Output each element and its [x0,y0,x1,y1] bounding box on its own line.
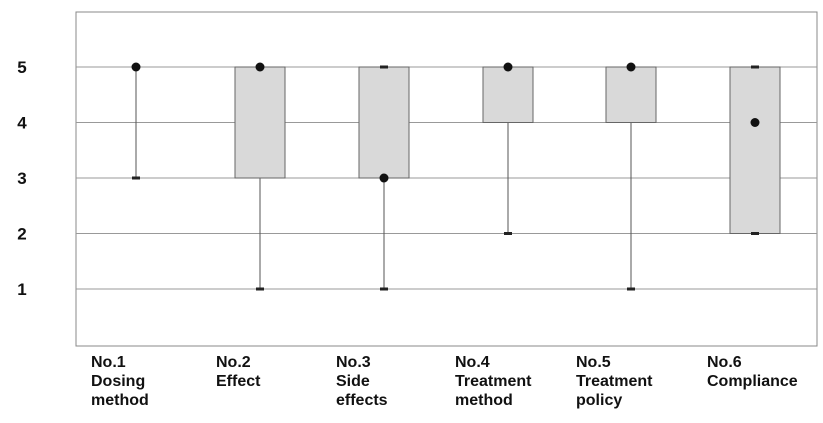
y-tick-label: 1 [17,280,26,299]
box-rect [482,66,534,123]
x-category-label-line: No.3 [336,354,371,371]
whisker-cap [132,176,140,180]
x-category-label-line: No.6 [707,354,742,371]
x-category-label-line: No.1 [91,354,126,371]
box-rect [605,66,657,123]
y-tick-label: 5 [17,58,26,77]
x-category-label-line: effects [336,392,388,409]
x-category-label: No.2 Effect [216,353,260,391]
x-category-label-line: Compliance [707,373,798,390]
x-category-label-line: No.5 [576,354,611,371]
box-item [605,62,657,291]
x-category-label-line: Side [336,373,370,390]
box-rect [729,66,781,234]
x-category-label-line: Treatment [576,373,653,390]
x-category-label: No.1 Dosing method [91,353,149,410]
y-tick-label: 4 [17,114,27,133]
whisker-cap [380,65,388,69]
x-category-label-line: No.2 [216,354,251,371]
x-category-label-line: policy [576,392,623,409]
median-dot [503,62,513,72]
whisker-cap [504,232,512,235]
whisker-cap [751,232,759,235]
y-axis-ticks: 1 2 3 4 5 [17,58,27,299]
boxes [131,62,781,291]
x-category-label: No.5 Treatment policy [576,353,652,410]
whisker-cap [751,65,759,69]
x-category-label-line: Dosing [91,373,146,390]
y-tick-label: 3 [17,169,26,188]
median-dot [750,118,760,127]
median-dot [626,62,636,72]
x-category-label-line: method [455,392,513,409]
x-category-label: No.4 Treatment method [455,353,531,410]
box-rect [358,66,410,179]
x-category-label: No.6 Compliance [707,353,798,391]
x-category-label-line: No.4 [455,354,490,371]
y-tick-label: 2 [17,225,26,244]
whisker-cap [627,287,635,291]
box-item [234,62,286,291]
grid-lines [76,66,817,290]
x-category-label: No.3 Side effects [336,353,388,410]
whisker-cap [380,287,388,291]
median-dot [379,173,389,183]
whisker-cap [256,287,264,291]
median-dot [255,62,265,72]
x-category-label-line: Treatment [455,373,532,390]
box-item [729,65,781,235]
x-category-label-line: method [91,392,149,409]
box-item [131,62,141,180]
x-category-label-line: Effect [216,373,261,390]
box-item [482,62,534,235]
box-rect [234,66,286,179]
box-item [358,65,410,291]
median-dot [131,62,141,72]
plot-frame [75,11,818,347]
